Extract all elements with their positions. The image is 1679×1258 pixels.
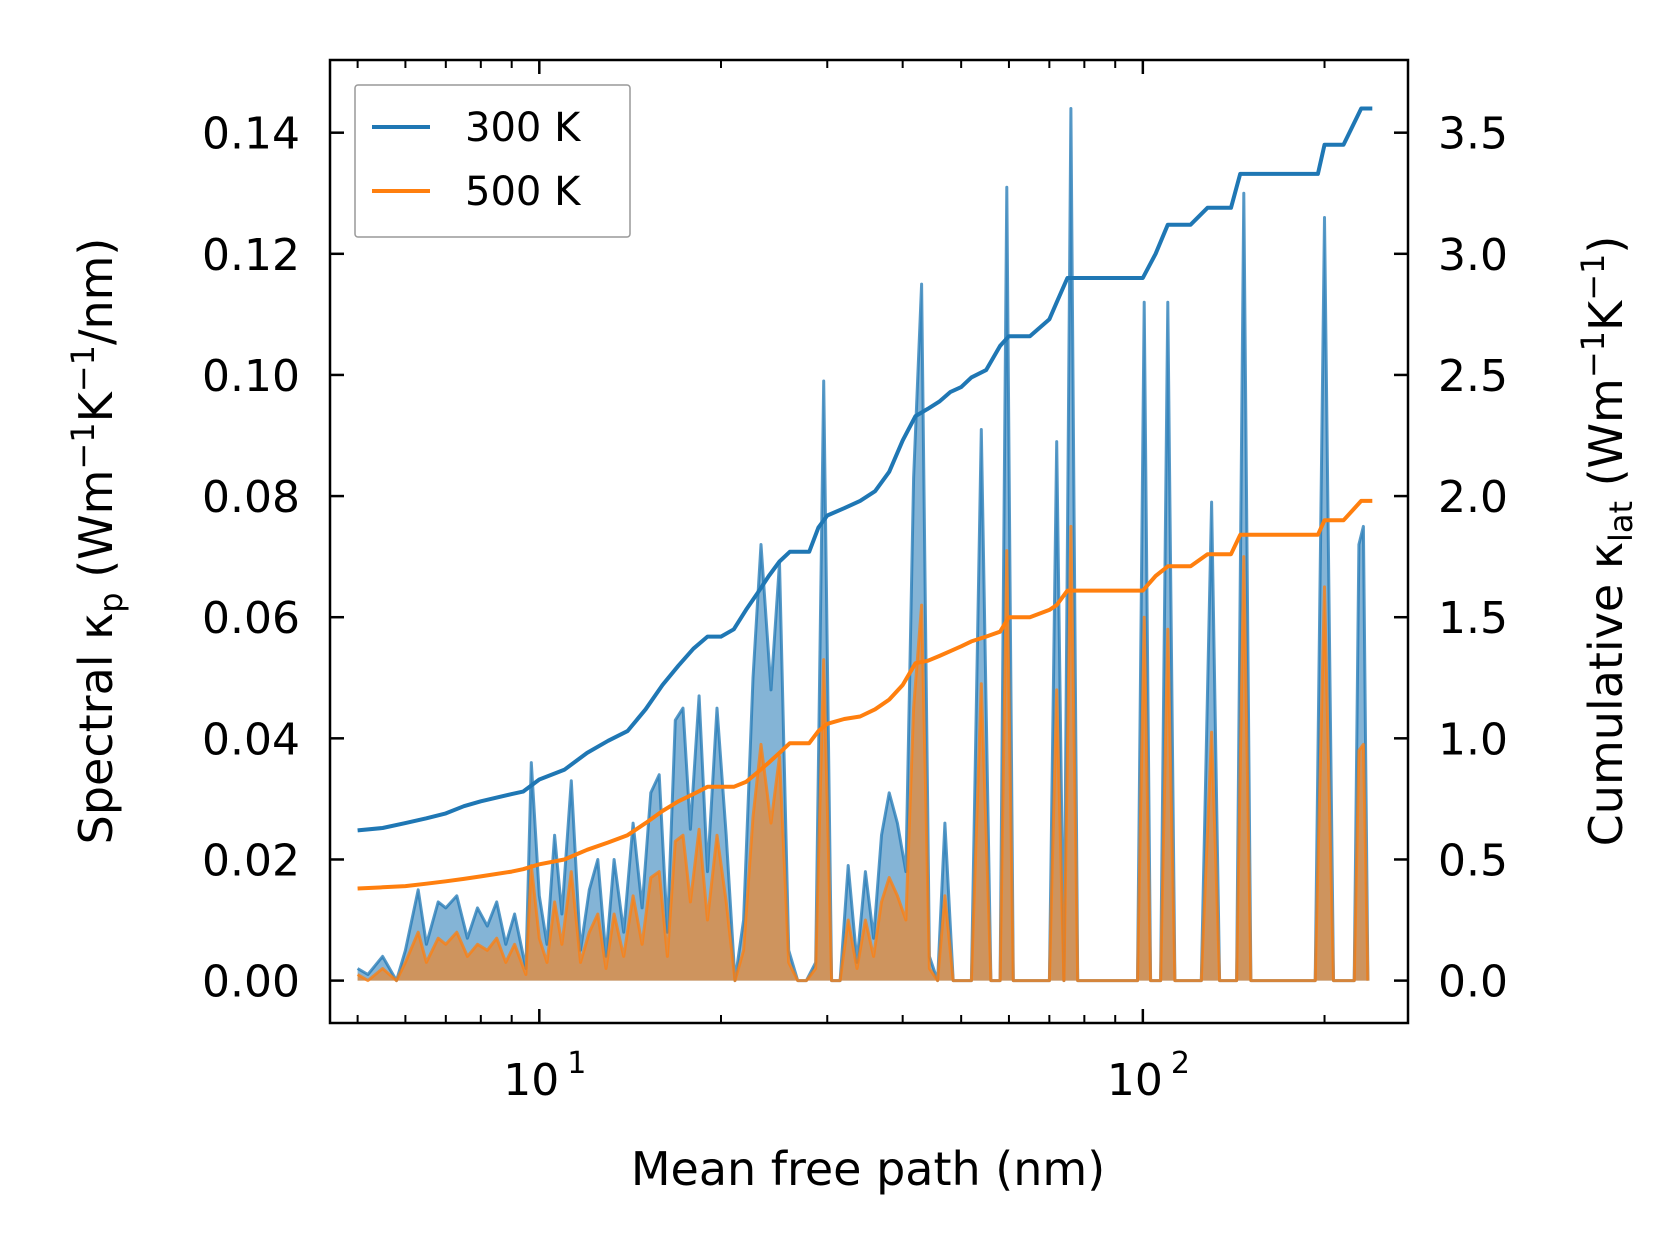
y-right-tick-label: 1.5 [1438,593,1508,644]
y-right-label-sup: −1 [1574,331,1612,378]
legend-box [354,84,631,238]
y-left-label-sub: p [92,592,130,612]
y-left-label-part: (Wm [69,470,123,593]
y-left-tick-label: 0.06 [202,593,300,644]
y-axis-label-left: Spectral κp (Wm−1K−1/nm) [64,238,130,845]
y-right-label-part: Cumulative κ [1579,542,1633,846]
x-tick-label-exponent: 1 [567,1046,586,1081]
y-left-label-part: K [69,390,123,422]
plot-frame [328,58,1410,1025]
y-right-label-part: (Wm [1579,378,1633,501]
x-tick-label: 10 [503,1055,559,1106]
y-right-label-sup: −1 [1574,254,1612,301]
x-tick-label: 10 [1107,1055,1163,1106]
x-axis-label: Mean free path (nm) [631,1142,1105,1196]
y-left-tick-label: 0.10 [202,351,300,402]
y-left-label-sup: −1 [64,345,102,392]
legend: 300 K 500 K [354,84,631,238]
y-left-tick-label: 0.02 [202,835,300,886]
axes-layer: 0.00 0.02 0.04 0.06 0.08 0.10 0.12 0.14 0.0 0.5 1.… [202,58,1508,1106]
y-left-tick-label: 0.08 [202,472,300,523]
legend-label: 300 K [465,105,582,151]
y-right-tick-label: 2.5 [1438,351,1508,402]
cumulative-line-300k [357,106,1373,833]
y-left-tick-label: 0.14 [202,109,300,160]
y-left-label-part: /nm) [69,238,123,345]
spectral-line-500k [356,524,1370,983]
spectral-fill-layer [356,107,1370,983]
y-left-tick-label: 0.12 [202,230,300,281]
y-right-label-part: K [1579,299,1633,331]
y-right-tick-label: 3.5 [1438,109,1508,160]
y-right-label-part: ) [1579,236,1633,254]
cumulative-line-500k [357,498,1373,891]
y-right-tick-label: 0.0 [1438,957,1508,1008]
x-tick-label-exponent: 2 [1171,1046,1190,1081]
y-right-tick-label: 1.0 [1438,714,1508,765]
line-layer [357,106,1373,891]
legend-label: 500 K [465,169,582,215]
y-right-tick-label: 2.0 [1438,472,1508,523]
y-right-tick-label: 3.0 [1438,230,1508,281]
y-right-label-sub: lat [1602,501,1640,542]
y-left-tick-label: 0.00 [202,957,300,1008]
y-axis-label-right: Cumulative κlat (Wm−1K−1) [1574,236,1640,847]
y-left-label-part: Spectral κ [69,613,123,845]
y-left-tick-label: 0.04 [202,714,300,765]
y-left-label-sup: −1 [64,422,102,469]
y-right-tick-label: 0.5 [1438,835,1508,886]
